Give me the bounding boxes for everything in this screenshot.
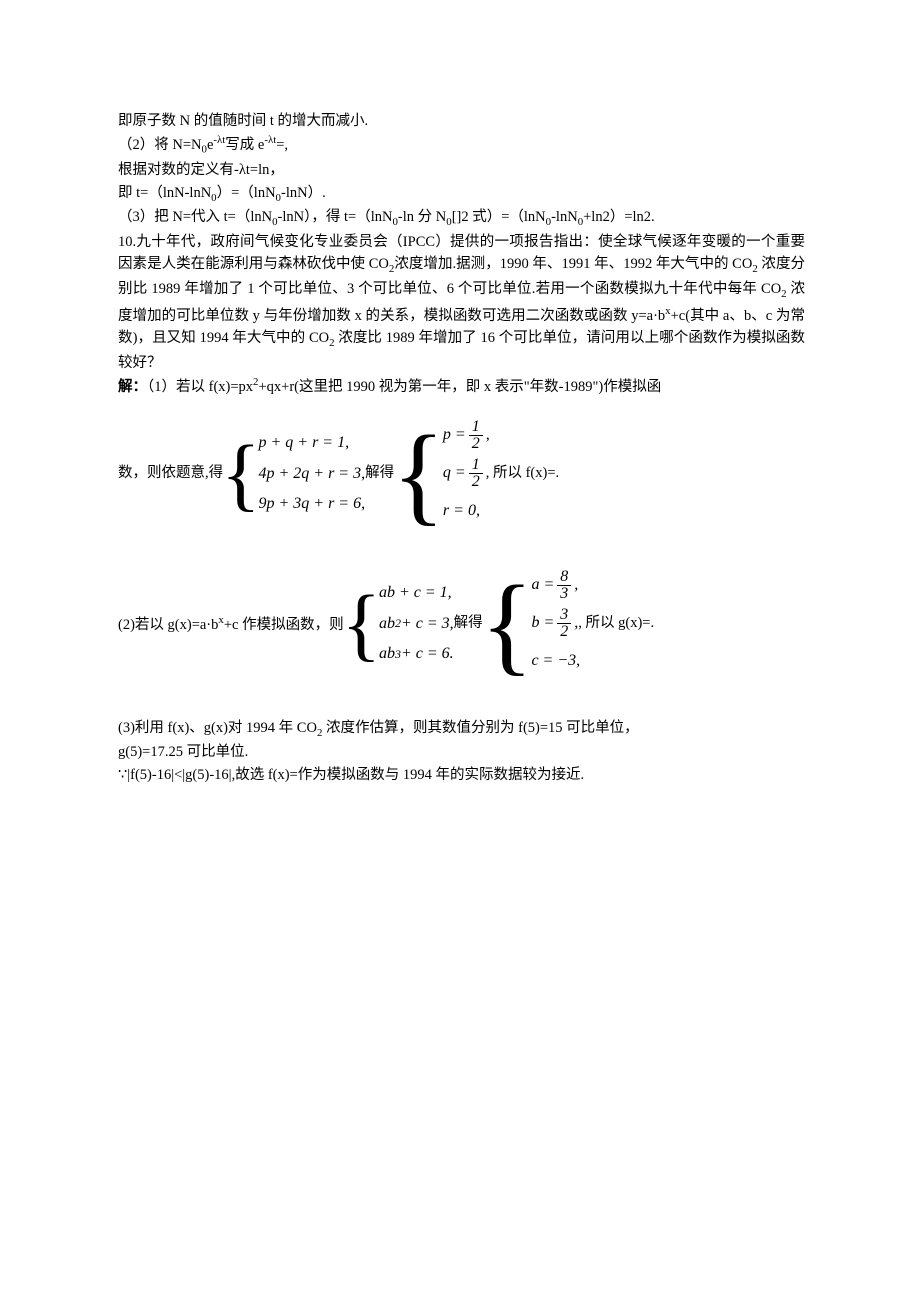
solution-label: 解： (118, 379, 147, 395)
eq-lead: (2)若以 g(x)=a·bx+c 作模拟函数，则 (118, 612, 344, 636)
eq-row: p = 12, (443, 417, 559, 455)
t: -lnN (551, 209, 578, 225)
text-line: 根据对数的定义有-λt=ln， (118, 159, 805, 181)
solution-line: 解：（1）若以 f(x)=px2+qx+r(这里把 1990 视为第一年，即 x… (118, 374, 805, 398)
t: 写成 e (225, 137, 264, 153)
t: 解得 (454, 610, 483, 638)
comma: , (486, 425, 490, 446)
t: + c = 6. (401, 639, 454, 669)
sup: -λt (264, 134, 276, 146)
t: 解得 (365, 460, 394, 488)
eq-tail: , 所以 f(x)=. (486, 464, 559, 483)
t: 4p + 2q + r = 3, (258, 459, 365, 489)
t: ab (379, 609, 395, 639)
den: 3 (557, 586, 571, 602)
t: +c 作模拟函数，则 (224, 616, 344, 632)
t: 即 t=（lnN-lnN (118, 185, 211, 201)
eq-tail: , 所以 g(x)=. (578, 614, 654, 633)
t: 浓度增加.据测，1990 年、1991 年、1992 年大气中的 CO (394, 256, 752, 272)
den: 2 (557, 624, 571, 640)
t: +qx+r(这里把 1990 视为第一年，即 x 表示"年数-1989")作模拟… (258, 379, 661, 395)
eq-row: r = 0, (443, 493, 559, 531)
text-line: g(5)=17.25 可比单位. (118, 741, 805, 763)
num: 8 (557, 569, 571, 586)
t: (2)若以 g(x)=a·b (118, 616, 218, 632)
t: +ln2）=ln2. (583, 209, 655, 225)
eq-row: ab2 + c = 3,解得 (379, 609, 483, 639)
eq-row: ab + c = 1, (379, 578, 483, 608)
brace-icon: { (221, 441, 260, 507)
problem-text: 10.九十年代，政府间气候变化专业委员会（IPCC）提供的一项报告指出：使全球气… (118, 231, 805, 374)
eq-row: 4p + 2q + r = 3,解得 (258, 459, 394, 489)
t: 浓度作估算，则其数值分别为 f(5)=15 可比单位， (322, 720, 638, 736)
eq-row: 9p + 3q + r = 6, (258, 489, 394, 519)
t: -lnN）. (281, 185, 326, 201)
num: 1 (469, 419, 483, 436)
t: （3）把 N=代入 t=（lnN (118, 209, 272, 225)
brace-icon: { (392, 430, 445, 518)
t: p = (443, 425, 466, 446)
eq-right-stack: p = 12, q = 12 , 所以 f(x)=. r = 0, (443, 417, 559, 531)
eq-left-stack: p + q + r = 1, 4p + 2q + r = 3,解得 9p + 3… (258, 428, 394, 519)
eq-lead: 数，则依题意,得 (118, 462, 223, 484)
eq-right-stack: a = 83, b = 32, , 所以 g(x)=. c = −3, (531, 567, 654, 681)
fraction: 32 (557, 607, 571, 640)
eq-row: p + q + r = 1, (258, 428, 394, 458)
t: （2）将 N=N (118, 137, 202, 153)
text-line: ∵|f(5)-16|<|g(5)-16|,故选 f(x)=作为模拟函数与 199… (118, 764, 805, 786)
eq-row: a = 83, (531, 567, 654, 605)
eq-row: ab3 + c = 6. (379, 639, 483, 669)
comma: , (574, 575, 578, 596)
fraction: 12 (469, 457, 483, 490)
t: -lnN），得 t=（lnN (278, 209, 393, 225)
t: []2 式）=（lnN (452, 209, 546, 225)
equation-system-1: 数，则依题意,得 { p + q + r = 1, 4p + 2q + r = … (118, 417, 805, 531)
eq-row: c = −3, (531, 643, 654, 681)
document-page: 即原子数 N 的值随时间 t 的增大而减小. （2）将 N=N0e-λt写成 e… (0, 0, 920, 786)
t: ab (379, 639, 395, 669)
brace-icon: { (481, 580, 534, 668)
t: -ln 分 N (398, 209, 446, 225)
text-line: （3）把 N=代入 t=（lnN0-lnN），得 t=（lnN0-ln 分 N0… (118, 206, 805, 231)
t: b = (531, 613, 554, 634)
fraction: 83 (557, 569, 571, 602)
eq-row: q = 12 , 所以 f(x)=. (443, 455, 559, 493)
t: q = (443, 463, 466, 484)
eq-row: b = 32, , 所以 g(x)=. (531, 605, 654, 643)
text-line: 即原子数 N 的值随时间 t 的增大而减小. (118, 110, 805, 132)
sup: -λt (213, 134, 225, 146)
den: 2 (469, 436, 483, 452)
brace-icon: { (342, 591, 381, 657)
num: 3 (557, 607, 571, 624)
text-line: （2）将 N=N0e-λt写成 e-λt=, (118, 132, 805, 159)
text-line: 即 t=（lnN-lnN0）=（lnN0-lnN）. (118, 182, 805, 207)
t: ）=（lnN (217, 185, 276, 201)
den: 2 (469, 474, 483, 490)
t: (3)利用 f(x)、g(x)对 1994 年 CO (118, 720, 317, 736)
eq-left-stack: ab + c = 1, ab2 + c = 3,解得 ab3 + c = 6. (379, 578, 483, 669)
equation-system-2: (2)若以 g(x)=a·bx+c 作模拟函数，则 { ab + c = 1, … (118, 567, 805, 681)
fraction: 12 (469, 419, 483, 452)
t: （1）若以 f(x)=px (147, 379, 253, 395)
text-line: (3)利用 f(x)、g(x)对 1994 年 CO2 浓度作估算，则其数值分别… (118, 717, 805, 742)
t: + c = 3, (401, 609, 454, 639)
num: 1 (469, 457, 483, 474)
t: a = (531, 575, 554, 596)
t: =, (276, 137, 288, 153)
